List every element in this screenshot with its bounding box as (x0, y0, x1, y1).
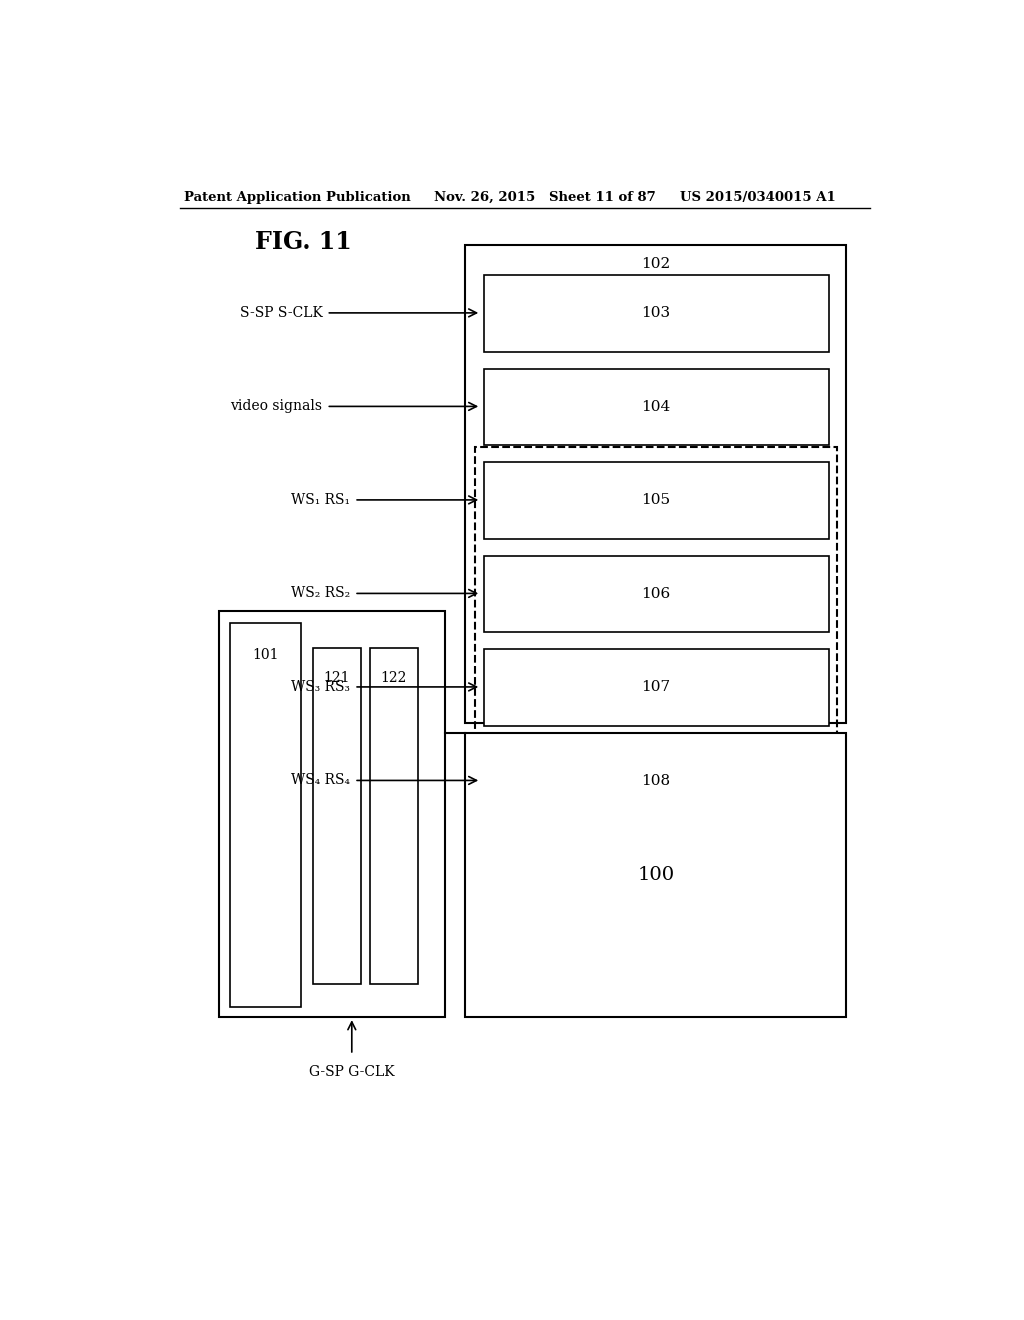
Text: G-SP G-CLK: G-SP G-CLK (309, 1065, 394, 1078)
Text: 100: 100 (637, 866, 675, 884)
Text: video signals: video signals (230, 400, 323, 413)
Text: 121: 121 (324, 671, 350, 685)
Text: US 2015/0340015 A1: US 2015/0340015 A1 (680, 191, 836, 203)
Text: WS₁ RS₁: WS₁ RS₁ (291, 492, 350, 507)
Text: Nov. 26, 2015: Nov. 26, 2015 (433, 191, 535, 203)
Bar (465, 244, 846, 722)
Bar (483, 649, 828, 726)
Text: 122: 122 (381, 671, 408, 685)
Bar (370, 648, 418, 983)
Text: 103: 103 (642, 306, 671, 321)
Bar (475, 447, 838, 829)
Text: S-SP S-CLK: S-SP S-CLK (240, 306, 323, 319)
Text: 101: 101 (252, 648, 279, 663)
Bar (465, 733, 846, 1018)
Bar (229, 623, 301, 1007)
Bar (219, 611, 445, 1018)
Text: 104: 104 (641, 400, 671, 414)
Bar (483, 368, 828, 445)
Text: Sheet 11 of 87: Sheet 11 of 87 (549, 191, 655, 203)
Text: WS₂ RS₂: WS₂ RS₂ (291, 586, 350, 601)
Text: 108: 108 (642, 774, 671, 788)
Text: 102: 102 (641, 257, 671, 271)
Text: Patent Application Publication: Patent Application Publication (183, 191, 411, 203)
Bar (483, 462, 828, 539)
Bar (313, 648, 360, 983)
Text: 107: 107 (642, 680, 671, 694)
Text: 105: 105 (642, 494, 671, 507)
Text: WS₃ RS₃: WS₃ RS₃ (291, 680, 350, 694)
Bar (483, 556, 828, 632)
Text: 106: 106 (641, 587, 671, 601)
Text: FIG. 11: FIG. 11 (255, 230, 351, 253)
Text: WS₄ RS₄: WS₄ RS₄ (291, 774, 350, 788)
Bar (483, 276, 828, 351)
Bar (483, 743, 828, 818)
